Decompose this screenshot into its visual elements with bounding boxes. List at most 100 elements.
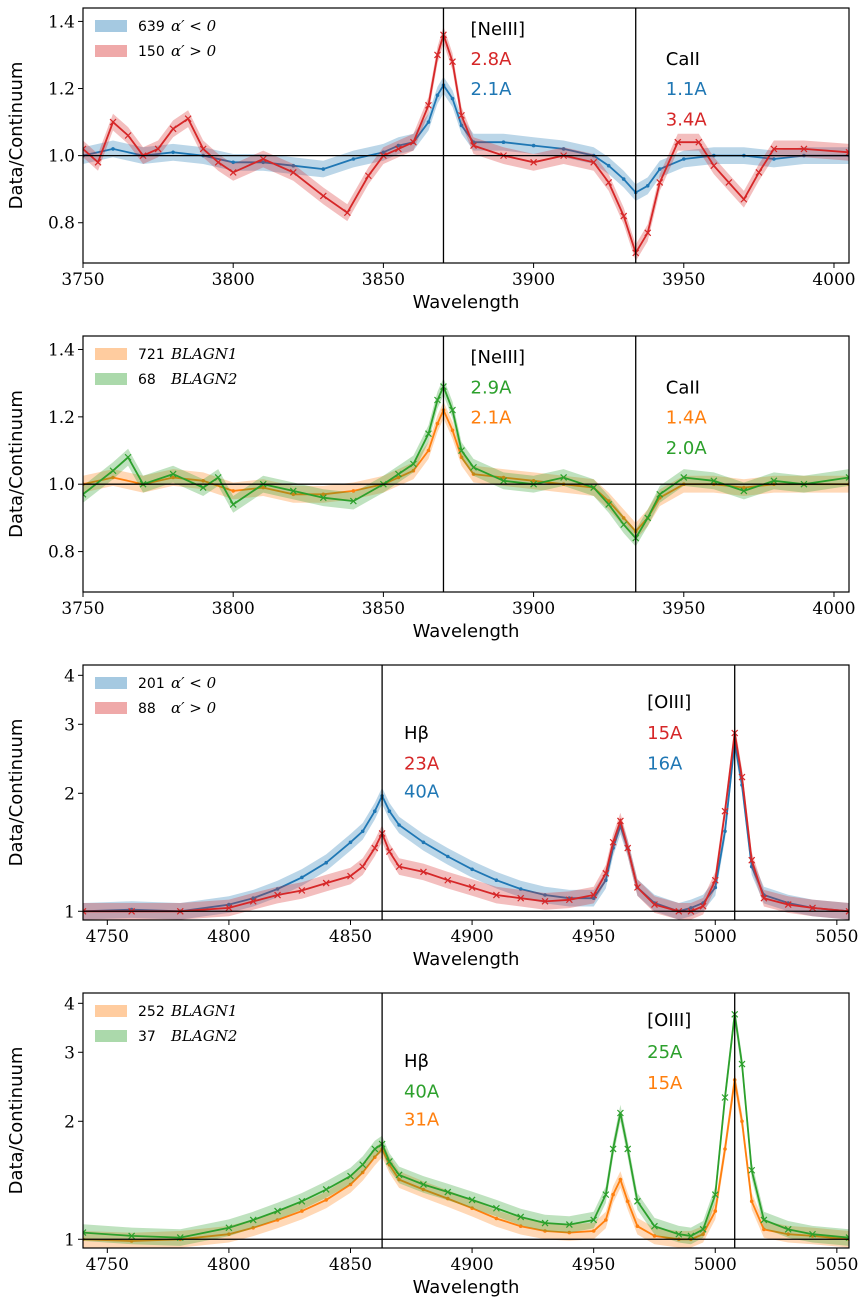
data-point: [742, 485, 746, 490]
data-point: [494, 878, 499, 882]
data-point: [500, 477, 507, 485]
series-band-1: [83, 76, 849, 201]
x-tick-label: 4800: [207, 1255, 250, 1275]
data-point: [360, 1170, 365, 1175]
y-tick-label: 1.4: [48, 340, 75, 360]
data-point: [385, 1157, 393, 1165]
data-point: [449, 406, 456, 414]
data-point: [359, 863, 367, 871]
data-point: [184, 115, 192, 123]
chart-panel-3: 4750 4800 4850 4900 4950 5000 5050 1 2 3 4 Waveleng…: [6, 664, 858, 970]
data-point: [748, 856, 756, 864]
data-point: [711, 876, 719, 884]
data-point: [450, 96, 455, 101]
axes-frame: [82, 664, 850, 921]
legend-count: 201: [138, 676, 165, 692]
data-point: [289, 487, 297, 495]
y-tick-label: 4: [64, 994, 75, 1014]
data-point: [397, 1177, 401, 1182]
data-point: [371, 1145, 379, 1153]
data-point: [249, 1216, 257, 1224]
data-point: [531, 143, 536, 148]
axes-frame: [82, 7, 850, 264]
line-annotation: 2.1A: [471, 408, 513, 429]
line-annotation: [OIII]: [647, 692, 691, 713]
legend-label: α′ < 0: [171, 17, 217, 35]
x-tick-label: 5000: [694, 1255, 737, 1275]
data-point: [291, 163, 296, 168]
data-point: [606, 499, 611, 503]
x-tick-label: 4000: [812, 270, 855, 290]
data-point: [800, 145, 808, 153]
data-point: [621, 516, 626, 520]
data-point: [680, 474, 688, 481]
legend-count: 68: [138, 372, 156, 388]
data-point: [470, 142, 477, 149]
line-annotation: 2.8A: [471, 49, 513, 70]
data-point: [786, 1232, 790, 1236]
data-point: [289, 168, 297, 176]
data-point: [740, 487, 748, 495]
legend-label: BLAGN1: [170, 1002, 237, 1020]
data-point: [83, 145, 87, 153]
legend-label: BLAGN2: [170, 370, 237, 388]
data-point: [560, 474, 568, 481]
data-point: [616, 1109, 624, 1117]
data-point: [394, 470, 402, 478]
series-line-2: [83, 1014, 849, 1239]
data-point: [214, 158, 222, 166]
data-point: [740, 1119, 744, 1124]
data-point: [231, 160, 235, 165]
series-line-1: [83, 407, 849, 533]
data-point: [606, 163, 611, 168]
y-tick-label: 1.0: [48, 475, 75, 495]
data-point: [124, 453, 132, 461]
data-point: [721, 807, 729, 815]
line-annotation: CaII: [666, 49, 700, 70]
data-point: [421, 840, 426, 845]
line-annotation: Hβ: [404, 723, 429, 744]
data-point: [609, 838, 617, 846]
data-point: [748, 1166, 756, 1174]
line-annotation: 16A: [647, 754, 683, 775]
x-tick-label: 4850: [329, 927, 372, 947]
data-point: [109, 467, 117, 475]
y-tick-label: 0.8: [48, 214, 75, 234]
data-point: [656, 179, 664, 186]
data-point: [620, 521, 628, 529]
data-point: [381, 150, 386, 155]
data-point: [261, 160, 266, 165]
data-point: [291, 492, 296, 497]
data-point: [518, 1224, 523, 1228]
series-line-2: [83, 732, 849, 913]
data-point: [227, 1232, 231, 1236]
line-annotation: CaII: [666, 377, 700, 398]
data-point: [634, 1197, 641, 1205]
data-point: [274, 1207, 281, 1215]
data-point: [420, 1181, 427, 1188]
data-point: [201, 479, 205, 483]
data-point: [541, 1219, 549, 1227]
legend-count: 252: [138, 1004, 165, 1020]
data-point: [425, 101, 432, 109]
data-point: [251, 1226, 255, 1230]
data-point: [321, 492, 326, 497]
legend-label: BLAGN1: [170, 345, 237, 363]
line-annotation: 25A: [647, 1042, 683, 1063]
data-point: [518, 887, 523, 891]
data-point: [261, 485, 266, 490]
data-point: [396, 475, 401, 480]
data-point: [762, 1227, 766, 1232]
data-point: [251, 896, 255, 900]
y-tick-label: 1.0: [48, 147, 75, 167]
data-point: [360, 829, 365, 834]
data-point: [590, 484, 598, 492]
y-tick-label: 2: [64, 784, 75, 804]
series-line-1: [83, 742, 849, 913]
line-annotation: 3.4A: [666, 109, 708, 130]
x-tick-label: 5050: [815, 1255, 858, 1275]
data-point: [772, 157, 776, 161]
data-point: [770, 145, 778, 153]
series-line-1: [83, 1079, 849, 1242]
